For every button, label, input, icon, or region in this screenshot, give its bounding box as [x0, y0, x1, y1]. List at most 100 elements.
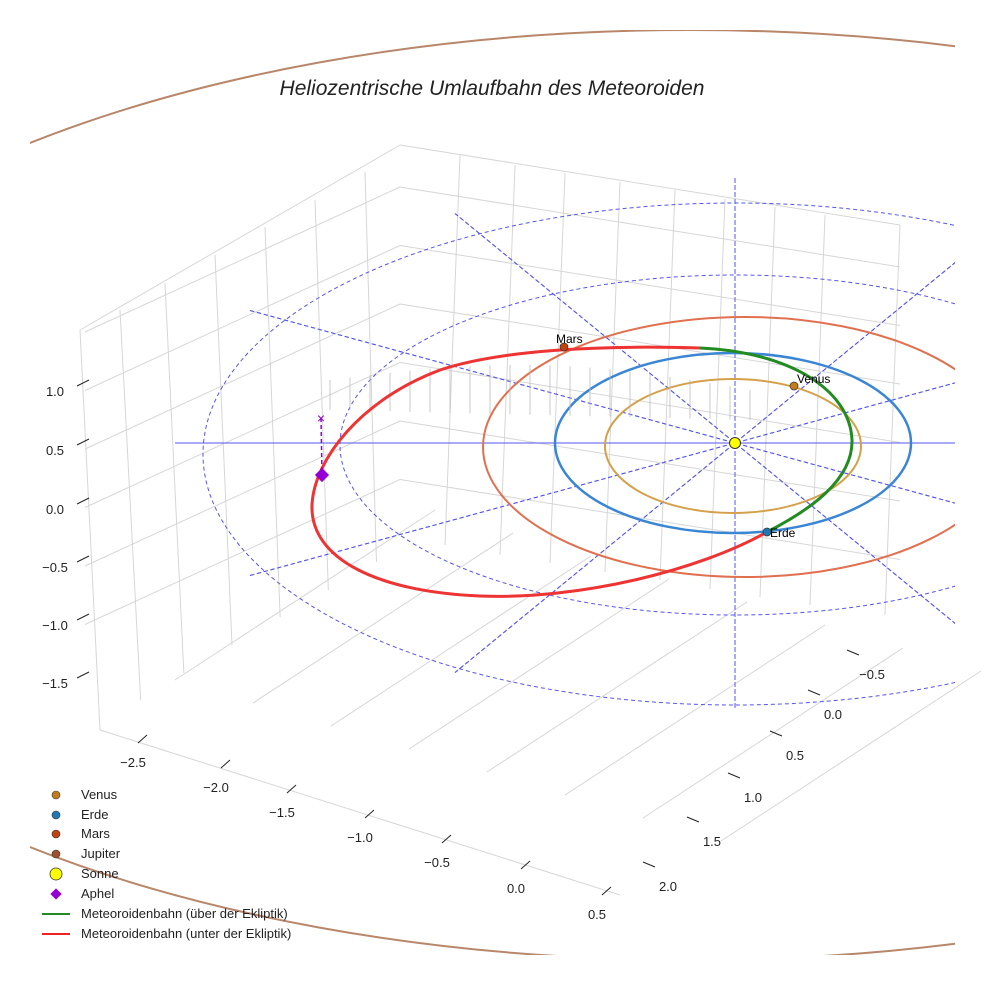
z-tick-label: 0.5: [46, 443, 64, 458]
grid-line: [99, 729, 621, 896]
y-tick-label: 1.0: [744, 790, 762, 805]
grid-line: [549, 172, 566, 564]
radial-reference-lines: [175, 178, 955, 708]
z-tick-label: −1.5: [42, 676, 68, 691]
legend-venus: Venus: [81, 787, 118, 802]
grid-line: [264, 226, 281, 618]
grid-line: [364, 171, 377, 563]
legend-aphel: Aphel: [81, 886, 114, 901]
aphel-marker: [314, 467, 330, 483]
y-tick-mark: [807, 689, 821, 696]
axis-ticks: 1.0 0.5 0.0 −0.5 −1.0 −1.5 −2.5 −2.0 −1.5 −1.0 −0.…: [42, 379, 885, 922]
earth-label: Erde: [770, 526, 796, 540]
grid-line: [486, 601, 748, 773]
legend-sonne: Sonne: [81, 866, 119, 881]
grid-line: [399, 186, 901, 268]
grid-line: [119, 309, 142, 701]
grid-line: [399, 245, 901, 326]
y-tick-mark: [686, 816, 700, 823]
venus-marker: [789, 381, 799, 391]
grid-line: [164, 282, 185, 674]
legend: Venus Erde Mars Jupiter Sonne Aphel Mete…: [42, 787, 291, 941]
radial-line: [454, 213, 955, 624]
z-tick-label: 0.0: [46, 502, 64, 517]
grid-line: [314, 199, 329, 591]
z-tick-mark: [76, 438, 90, 446]
aphel-projection-marker: ×: [317, 410, 325, 426]
legend-aphel-icon: [50, 888, 62, 900]
grid-line: [399, 420, 901, 502]
grid-line: [399, 303, 901, 385]
aphel-stem: [320, 417, 323, 476]
grid-line: [79, 144, 401, 331]
x-tick-label: −0.5: [424, 855, 450, 870]
y-tick-label: 0.0: [824, 707, 842, 722]
grid-line: [499, 164, 516, 556]
legend-venus-icon: [51, 790, 61, 800]
y-tick-mark: [846, 649, 860, 656]
legend-mars-icon: [51, 829, 61, 839]
projection-stems: [329, 364, 751, 420]
y-tick-mark: [769, 730, 783, 737]
grid-line: [84, 362, 401, 508]
venus-label: Venus: [797, 372, 830, 386]
grid-line: [174, 509, 436, 681]
legend-erde-icon: [51, 810, 61, 820]
grid-line: [330, 555, 592, 727]
grid-line: [408, 578, 670, 750]
grid-line: [659, 189, 676, 581]
radial-line: [454, 262, 955, 673]
grid-line: [399, 479, 901, 560]
legend-orbit-above: Meteoroidenbahn (über der Ekliptik): [81, 906, 288, 921]
grid-line: [564, 624, 826, 796]
x-tick-mark: [286, 784, 297, 794]
grid-line: [720, 670, 982, 842]
z-tick-mark: [76, 555, 90, 563]
grid-line: [84, 303, 401, 450]
grid-line: [84, 186, 401, 333]
x-tick-label: −1.5: [269, 805, 295, 820]
y-tick-label: 2.0: [659, 879, 677, 894]
z-tick-label: −1.0: [42, 618, 68, 633]
x-tick-label: 0.5: [588, 907, 606, 922]
y-tick-label: −0.5: [859, 667, 885, 682]
y-tick-label: 0.5: [786, 748, 804, 763]
x-tick-label: −2.5: [120, 755, 146, 770]
meteoroid-orbit-below: [310, 345, 768, 598]
x-tick-mark: [137, 734, 148, 744]
z-tick-mark: [76, 671, 90, 679]
reference-circle-outer: [202, 202, 955, 706]
earth-orbit: [553, 351, 913, 535]
y-tick-label: 1.5: [703, 834, 721, 849]
x-tick-mark: [220, 759, 231, 769]
legend-mars: Mars: [81, 826, 110, 841]
legend-jupiter-icon: [51, 849, 61, 859]
x-tick-mark: [364, 809, 375, 819]
legend-sonne-icon: [49, 867, 63, 881]
sun-marker: [729, 437, 741, 449]
grid-line: [79, 329, 101, 731]
grid-line: [84, 420, 401, 567]
chart-title: Heliozentrische Umlaufbahn des Meteoroid…: [280, 77, 705, 100]
grid-line: [84, 479, 401, 625]
grid-line: [84, 245, 401, 391]
legend-erde: Erde: [81, 807, 108, 822]
meteoroid-orbit-above: [699, 346, 854, 534]
mars-marker: [559, 342, 569, 352]
x-tick-label: 0.0: [507, 881, 525, 896]
z-tick-label: 1.0: [46, 384, 64, 399]
x-tick-label: −1.0: [347, 830, 373, 845]
grid-line: [399, 144, 901, 226]
mars-orbit: [482, 316, 955, 578]
earth-marker: [762, 527, 772, 537]
z-tick-mark: [76, 613, 90, 621]
grid-line: [809, 214, 826, 606]
jupiter-orbit: [30, 30, 955, 955]
x-tick-mark: [441, 834, 452, 844]
grid-line: [252, 532, 514, 704]
grid-line: [709, 198, 726, 590]
y-tick-mark: [727, 772, 741, 779]
x-tick-mark: [520, 860, 531, 870]
x-tick-label: −2.0: [203, 780, 229, 795]
